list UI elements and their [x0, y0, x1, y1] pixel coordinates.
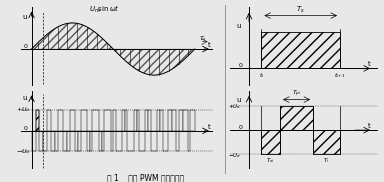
Bar: [55, 131, 58, 151]
Bar: [63, 131, 66, 151]
Bar: [146, 110, 148, 131]
Bar: [175, 131, 179, 151]
Bar: [66, 131, 70, 151]
Text: $t_{i\!+\!1}$: $t_{i\!+\!1}$: [334, 71, 346, 80]
Text: u: u: [237, 97, 241, 103]
Bar: [262, 32, 340, 68]
Bar: [90, 131, 93, 151]
Text: 0: 0: [239, 64, 243, 68]
Text: $T_i$: $T_i$: [323, 157, 330, 165]
Bar: [190, 110, 195, 131]
Text: u: u: [237, 23, 241, 29]
Bar: [99, 131, 101, 151]
Bar: [39, 131, 43, 151]
Text: u: u: [22, 95, 26, 101]
Bar: [75, 131, 78, 151]
Bar: [113, 110, 116, 131]
Bar: [172, 110, 175, 131]
Text: t: t: [208, 124, 211, 130]
Bar: [148, 110, 151, 131]
Bar: [139, 131, 146, 151]
Text: 0: 0: [239, 125, 243, 130]
Text: $T_{pi}$: $T_{pi}$: [292, 89, 301, 99]
Text: $+U_d$: $+U_d$: [16, 106, 30, 114]
Text: $T_{ei}$: $T_{ei}$: [266, 157, 275, 165]
Text: 0: 0: [24, 126, 28, 131]
Bar: [104, 110, 111, 131]
Text: t: t: [368, 123, 371, 129]
Bar: [87, 131, 90, 151]
Bar: [43, 131, 47, 151]
Bar: [51, 131, 55, 151]
Bar: [160, 110, 164, 131]
Bar: [179, 110, 183, 131]
Bar: [151, 131, 157, 151]
Bar: [188, 131, 190, 151]
Text: $+U_d$: $+U_d$: [228, 102, 241, 111]
Text: $T_s$: $T_s$: [296, 4, 305, 15]
Text: t: t: [208, 42, 211, 48]
Bar: [122, 110, 125, 131]
Bar: [313, 130, 340, 154]
Bar: [116, 131, 122, 151]
Bar: [280, 106, 313, 130]
Bar: [81, 110, 87, 131]
Bar: [125, 110, 127, 131]
Text: 图 1    直接 PWM 的调制原理: 图 1 直接 PWM 的调制原理: [108, 173, 184, 182]
Bar: [168, 110, 172, 131]
Bar: [164, 131, 168, 151]
Bar: [183, 110, 188, 131]
Bar: [36, 110, 39, 131]
Bar: [36, 110, 39, 131]
Bar: [127, 131, 134, 151]
Bar: [78, 131, 81, 151]
Bar: [134, 110, 137, 131]
Text: $T_s$: $T_s$: [199, 34, 207, 43]
Bar: [111, 131, 113, 151]
Text: t: t: [368, 61, 371, 67]
Text: $-U_d$: $-U_d$: [16, 147, 30, 156]
Bar: [31, 131, 36, 151]
Bar: [47, 110, 51, 131]
Text: $U_m\!\sin\omega t$: $U_m\!\sin\omega t$: [89, 4, 120, 15]
Text: $-U_d$: $-U_d$: [228, 151, 241, 160]
Bar: [262, 130, 280, 154]
Bar: [70, 110, 75, 131]
Bar: [157, 110, 160, 131]
Bar: [101, 131, 104, 151]
Bar: [137, 110, 139, 131]
Text: 0: 0: [24, 44, 28, 50]
Bar: [93, 110, 99, 131]
Text: $t_i$: $t_i$: [258, 71, 264, 80]
Text: u: u: [22, 14, 26, 20]
Bar: [58, 110, 63, 131]
